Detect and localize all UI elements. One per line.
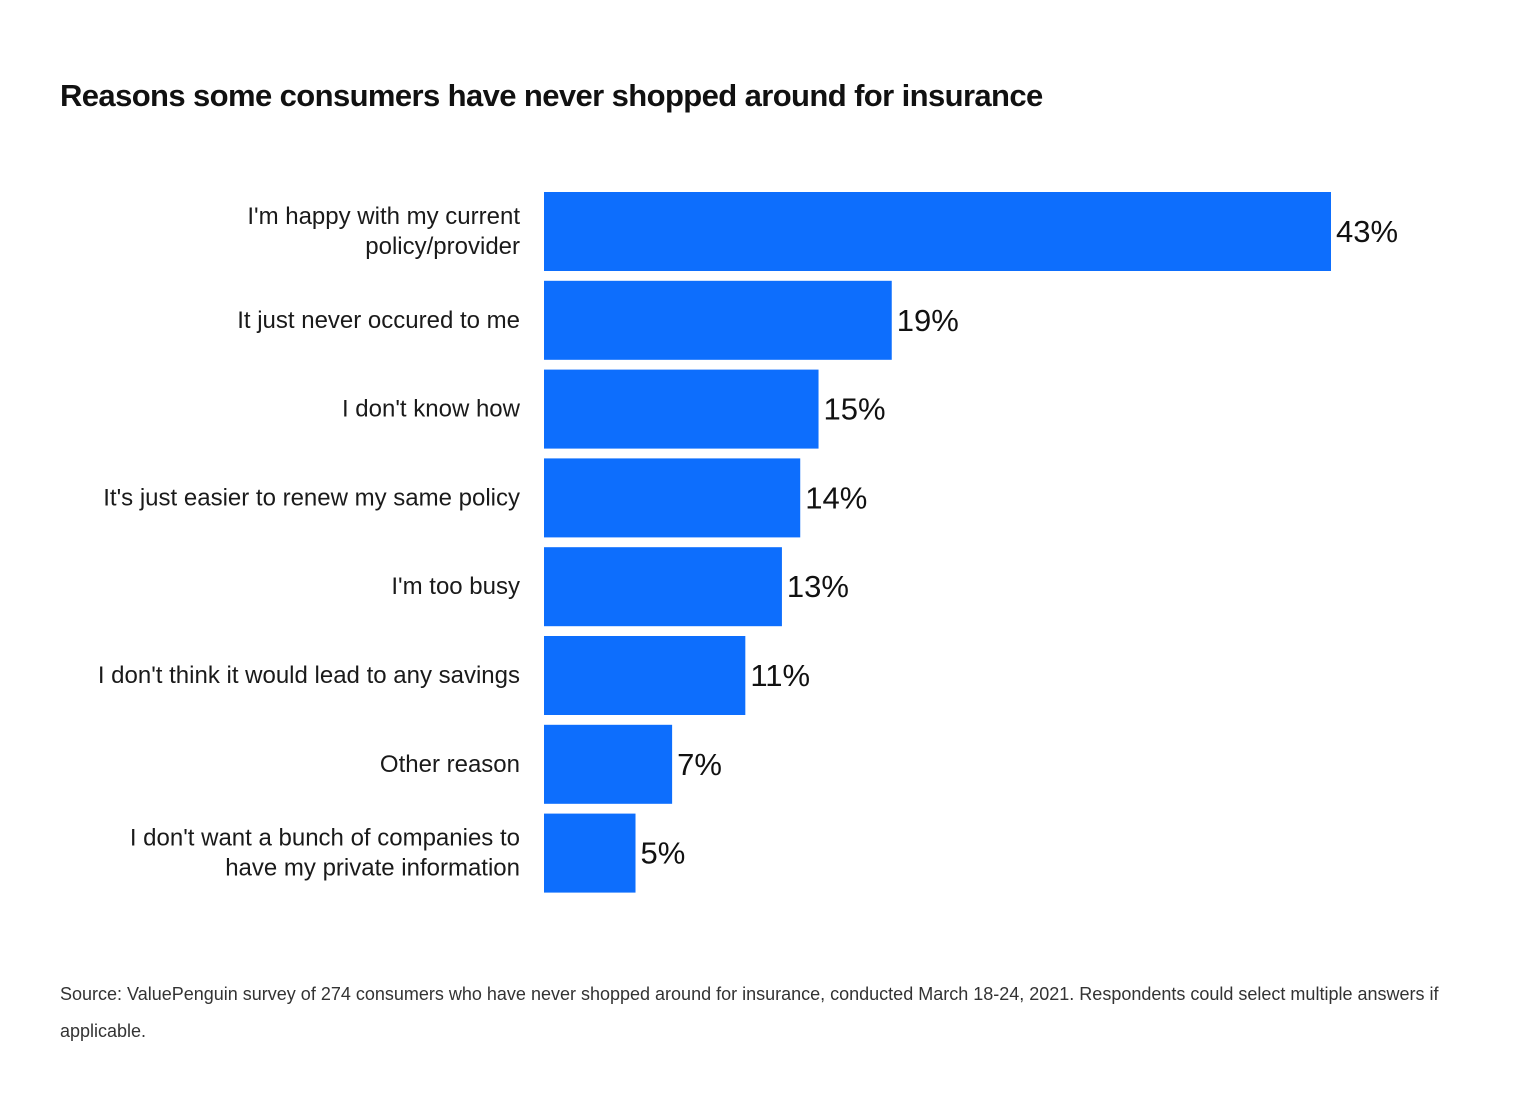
- value-label: 14%: [805, 480, 867, 515]
- category-labels-group: I'm happy with my current policy/provider…: [98, 203, 521, 882]
- category-label-line: policy/provider: [365, 233, 520, 260]
- bar: [544, 280, 892, 360]
- category-label: It's just easier to renew my same policy: [103, 484, 520, 511]
- value-label: 15%: [824, 392, 886, 427]
- category-label-line: It just never occured to me: [237, 307, 520, 334]
- chart-title: Reasons some consumers have never shoppe…: [60, 78, 1043, 113]
- bar: [544, 724, 673, 804]
- category-label-line: I don't know how: [342, 396, 521, 423]
- bar: [544, 369, 819, 449]
- bar: [544, 636, 746, 715]
- category-label: Other reason: [380, 751, 520, 778]
- category-label-line: I don't think it would lead to any savin…: [98, 662, 520, 689]
- source-note: Source: ValuePenguin survey of 274 consu…: [60, 984, 1439, 1041]
- value-labels-group: 43% 19% 15% 14% 13% 11% 7% 5%: [641, 214, 1399, 871]
- category-label: I don't know how: [342, 396, 521, 423]
- value-label: 7%: [677, 747, 722, 782]
- value-label: 19%: [897, 303, 959, 338]
- category-label: I'm too busy: [391, 573, 520, 600]
- bar: [544, 458, 801, 538]
- value-label: 11%: [750, 658, 810, 693]
- bar: [544, 192, 1331, 271]
- bar: [544, 547, 782, 627]
- bar: [544, 813, 636, 893]
- bars-group: [544, 192, 1331, 893]
- value-label: 43%: [1336, 214, 1398, 249]
- category-label-line: I'm happy with my current: [247, 203, 520, 230]
- category-label: I don't think it would lead to any savin…: [98, 662, 520, 689]
- category-label-line: I don't want a bunch of companies to: [130, 825, 520, 852]
- category-label: I'm happy with my current policy/provider: [247, 203, 520, 260]
- category-label-line: I'm too busy: [391, 573, 520, 600]
- category-label: It just never occured to me: [237, 307, 520, 334]
- category-label-line: Other reason: [380, 751, 520, 778]
- category-label-line: have my private information: [225, 855, 520, 882]
- value-label: 5%: [641, 836, 686, 871]
- category-label-line: It's just easier to renew my same policy: [103, 484, 520, 511]
- category-label: I don't want a bunch of companies to have…: [130, 825, 520, 882]
- value-label: 13%: [787, 569, 849, 604]
